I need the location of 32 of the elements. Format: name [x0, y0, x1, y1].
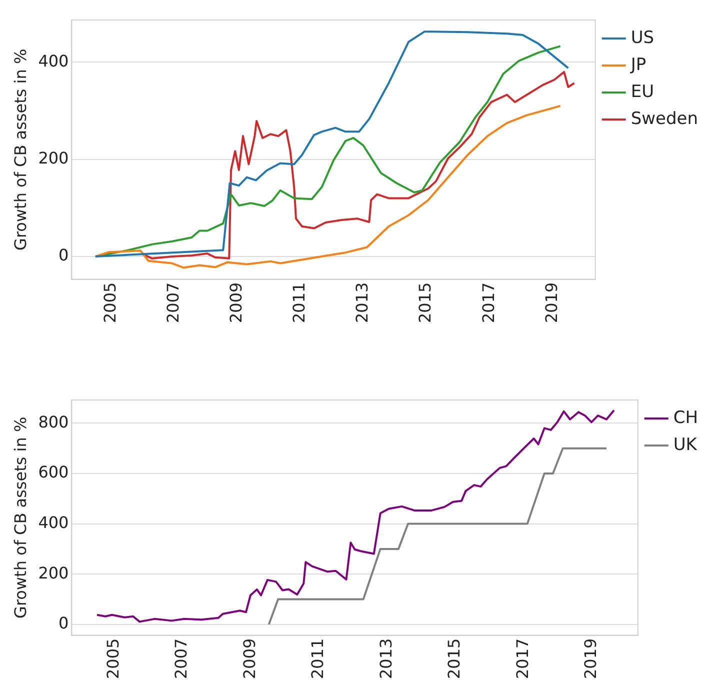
- legend-label: CH: [673, 408, 698, 428]
- y-tick-label: 400: [38, 51, 69, 70]
- x-tick-label: 2015: [416, 282, 435, 323]
- x-tick-label: 2009: [226, 282, 246, 323]
- x-tick-label: 2011: [290, 282, 309, 323]
- legend-label: Sweden: [630, 108, 698, 129]
- y-tick-label: 400: [38, 512, 69, 532]
- y-tick-label: 0: [58, 614, 69, 633]
- y-tick-label: 600: [38, 462, 69, 482]
- x-tick-label: 2019: [580, 638, 600, 679]
- legend-label: JP: [630, 54, 646, 75]
- x-tick-label: 2007: [163, 282, 182, 323]
- x-tick-label: 2007: [172, 638, 191, 679]
- x-tick-label: 2005: [100, 282, 120, 323]
- y-axis-title: Growth of CB assets in %: [10, 48, 30, 250]
- x-tick-label: 2005: [104, 638, 123, 679]
- y-tick-label: 800: [38, 412, 69, 432]
- x-tick-label: 2009: [240, 638, 259, 679]
- legend-label: UK: [673, 434, 698, 455]
- y-tick-label: 200: [38, 563, 69, 582]
- x-tick-label: 2017: [512, 638, 532, 679]
- x-tick-label: 2013: [352, 282, 372, 323]
- x-tick-label: 2019: [542, 282, 561, 323]
- x-tick-label: 2013: [376, 638, 396, 679]
- y-tick-label: 0: [58, 246, 69, 265]
- legend-label: EU: [630, 82, 654, 102]
- legend-label: US: [630, 28, 654, 48]
- x-tick-label: 2011: [308, 638, 328, 679]
- x-tick-label: 2017: [478, 282, 498, 323]
- y-axis-title: Growth of CB assets in %: [10, 416, 30, 618]
- y-tick-label: 200: [38, 148, 69, 168]
- x-tick-label: 2015: [444, 638, 464, 679]
